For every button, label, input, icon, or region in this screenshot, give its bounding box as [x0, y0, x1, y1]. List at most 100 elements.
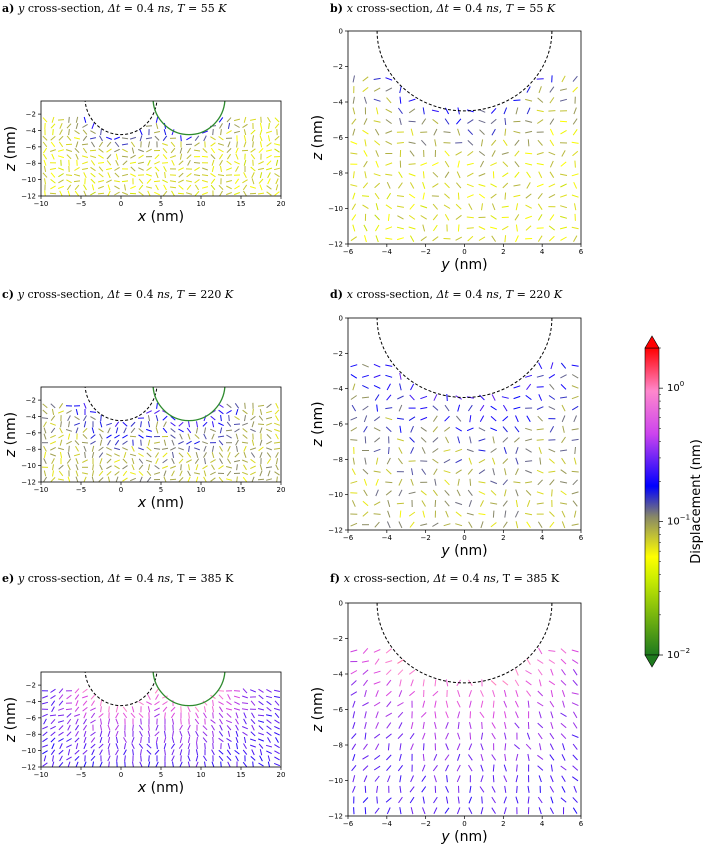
quiver-arrow [258, 415, 264, 421]
quiver-arrow [538, 775, 542, 783]
quiver-arrow [226, 192, 232, 196]
quiver-arrow [259, 464, 263, 471]
quiver-arrow [218, 706, 224, 713]
quiver-arrow [243, 712, 247, 719]
quiver-arrow [250, 689, 256, 693]
quiver-arrow [235, 712, 239, 719]
quiver-arrow [376, 785, 379, 793]
quiver-arrow [155, 458, 159, 465]
quiver-arrow [385, 204, 392, 210]
quiver-arrow [410, 743, 414, 751]
quiver-arrow [242, 761, 248, 767]
quiver-arrow [513, 385, 521, 389]
quiver-arrow [204, 761, 206, 767]
quiver-arrow [67, 761, 71, 767]
quiver-arrow [130, 154, 136, 159]
quiver-arrow [138, 470, 144, 476]
quiver-arrow [273, 447, 281, 450]
quiver-arrow [235, 730, 239, 737]
quiver-arrow [478, 173, 486, 177]
quiver-arrow [83, 712, 87, 719]
quiver-arrow [572, 118, 578, 125]
quiver-arrow [212, 700, 214, 707]
y-tick-label: −2 [333, 350, 343, 358]
quiver-arrow [375, 690, 379, 697]
quiver-arrow [364, 711, 367, 719]
quiver-arrow [492, 457, 496, 465]
x-tick-label: 10 [197, 771, 206, 779]
quiver-arrow [399, 425, 402, 433]
quiver-arrow [536, 183, 544, 188]
quiver-arrow [572, 75, 578, 82]
quiver-arrow [410, 478, 414, 486]
quiver-arrow [177, 192, 185, 195]
quiver-arrow [397, 395, 404, 400]
quiver-arrow [163, 129, 167, 136]
quiver-arrow [106, 471, 112, 476]
quiver-arrow [550, 690, 554, 698]
quiver-arrow [138, 184, 144, 191]
quiver-arrow [362, 702, 369, 707]
quiver-arrow [432, 489, 438, 497]
quiver-arrow [250, 154, 256, 160]
quiver-arrow [399, 96, 402, 104]
x-axis-label: y (nm) [440, 829, 487, 845]
quiver-arrow [364, 139, 367, 147]
quiver-arrow [571, 173, 579, 177]
quiver-arrow [58, 731, 64, 736]
quiver-arrow [226, 725, 232, 731]
quiver-arrow [445, 436, 450, 444]
y-tick-label: −12 [21, 193, 36, 201]
quiver-arrow [275, 402, 279, 409]
quiver-arrow [89, 149, 97, 152]
quiver-arrow [423, 743, 425, 751]
quiver-arrow [115, 712, 119, 719]
y-tick-label: −4 [26, 127, 37, 135]
quiver-arrow [170, 706, 176, 712]
quiver-arrow [115, 476, 119, 482]
quiver-arrow [549, 86, 555, 93]
quiver-arrow [548, 235, 555, 242]
quiver-arrow [83, 190, 87, 196]
quiver-arrow [226, 148, 232, 154]
quiver-arrow [114, 421, 120, 427]
quiver-arrow [201, 186, 209, 189]
quiver-arrow [457, 711, 461, 719]
quiver-arrow [58, 707, 64, 711]
quiver-arrow [243, 743, 247, 749]
quiver-arrow [503, 447, 507, 454]
quiver-arrow [220, 129, 222, 136]
quiver-arrow [374, 775, 380, 782]
quiver-arrow [42, 476, 48, 482]
quiver-arrow [185, 192, 193, 195]
quiver-arrow [52, 755, 54, 762]
quiver-arrow [122, 191, 128, 196]
panel-title: a) y cross-section, Δt = 0.4 ns, T = 55 … [2, 2, 227, 15]
quiver-arrow [466, 216, 474, 219]
quiver-arrow [397, 215, 404, 220]
quiver-arrow [560, 712, 567, 718]
quiver-arrow [42, 403, 48, 409]
quiver-arrow [138, 154, 144, 159]
quiver-arrow [82, 700, 88, 706]
quiver-arrow [146, 410, 152, 414]
quiver-arrow [217, 174, 225, 177]
quiver-arrow [549, 754, 555, 761]
quiver-arrow [153, 180, 161, 183]
quiver-arrow [538, 394, 543, 401]
x-tick-label: −4 [382, 248, 393, 256]
quiver-arrow [130, 477, 136, 482]
quiver-arrow [90, 130, 96, 135]
quiver-arrow [171, 129, 175, 136]
quiver-arrow [123, 427, 127, 434]
quiver-arrow [194, 458, 200, 464]
quiver-arrow [501, 205, 509, 208]
quiver-arrow [560, 765, 567, 771]
quiver-arrow [538, 647, 543, 655]
quiver-arrow [235, 737, 239, 743]
quiver-arrow [90, 743, 96, 749]
quiver-arrow [227, 694, 231, 700]
quiver-arrow [539, 743, 542, 751]
quiver-arrow [420, 215, 427, 220]
quiver-arrow [204, 458, 206, 465]
